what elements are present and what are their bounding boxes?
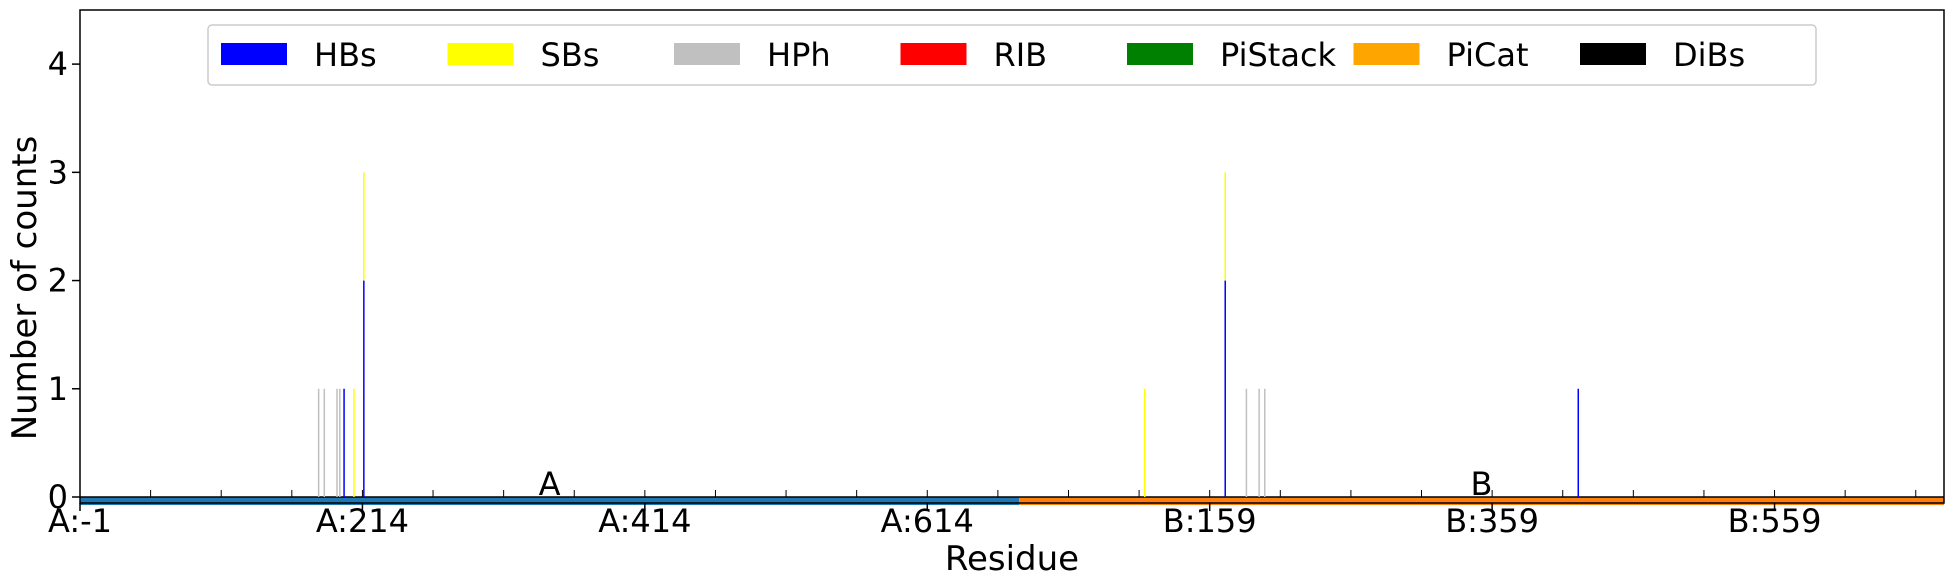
chain-label-A: A xyxy=(539,465,561,503)
x-tick-label: B:159 xyxy=(1163,502,1257,540)
legend-swatch-rib xyxy=(900,43,967,65)
bar-B104-SBs xyxy=(1143,388,1146,497)
chain-strip-A xyxy=(80,497,1020,505)
bar-B189-HPh xyxy=(1264,388,1266,497)
y-tick-label: 2 xyxy=(48,262,68,300)
legend-swatch-dibs xyxy=(1580,43,1646,65)
y-tick-label: 3 xyxy=(48,153,68,191)
bar-B161-HBs xyxy=(1224,280,1226,497)
y-tick-label: 1 xyxy=(48,370,68,408)
bar-A215-HBs xyxy=(363,280,365,497)
legend: HBs SBs HPh RIB PiStack PiCat DiBs xyxy=(207,24,1817,86)
bar-B185-HPh xyxy=(1258,388,1260,497)
legend-swatch-hbs xyxy=(221,43,287,65)
legend-swatch-hph xyxy=(674,43,740,65)
legend-swatch-pistack xyxy=(1127,43,1193,65)
chain-label-B: B xyxy=(1471,465,1493,503)
chain-strip-B xyxy=(1019,497,1944,505)
x-tick-label: B:559 xyxy=(1728,502,1822,540)
legend-frame xyxy=(207,24,1817,86)
bar-A184-HPh xyxy=(317,388,320,497)
legend-label-sbs: SBs xyxy=(541,36,600,74)
bar-A209-SBs xyxy=(353,388,355,497)
x-axis-ticks: A:-1 A:214 A:414 A:614 B:159 B:359 B:559 xyxy=(48,490,1917,540)
x-tick-label: A:-1 xyxy=(48,502,112,540)
bar-B411-HBs xyxy=(1577,388,1580,497)
bar-A215-SBs xyxy=(363,172,365,281)
bar-B161-SBs xyxy=(1224,172,1226,281)
plot-frame xyxy=(79,9,1945,504)
legend-label-hbs: HBs xyxy=(314,36,377,74)
legend-swatch-picat xyxy=(1353,43,1420,65)
bar-A199-HPh xyxy=(339,388,341,497)
bar-A188-HPh xyxy=(323,388,326,497)
bar-A197-HPh xyxy=(336,388,338,497)
y-axis-title: Number of counts xyxy=(5,136,45,441)
y-tick-label: 0 xyxy=(48,478,68,516)
x-tick-label: B:359 xyxy=(1445,502,1539,540)
bars xyxy=(317,172,1580,497)
bar-A202-HBs xyxy=(343,388,345,497)
legend-label-pistack: PiStack xyxy=(1220,36,1337,74)
y-axis-ticks: 0 1 2 3 4 xyxy=(48,45,80,516)
legend-label-rib: RIB xyxy=(994,36,1048,74)
x-tick-label: A:414 xyxy=(598,502,691,540)
legend-swatch-sbs xyxy=(447,43,514,65)
legend-label-dibs: DiBs xyxy=(1673,36,1745,74)
x-tick-label: A:214 xyxy=(316,502,409,540)
y-tick-label: 4 xyxy=(48,45,68,83)
legend-label-picat: PiCat xyxy=(1447,36,1529,74)
bar-B176-HPh xyxy=(1245,388,1248,497)
x-tick-label: A:614 xyxy=(881,502,974,540)
legend-label-hph: HPh xyxy=(767,36,831,74)
x-axis-title: Residue xyxy=(945,539,1079,579)
